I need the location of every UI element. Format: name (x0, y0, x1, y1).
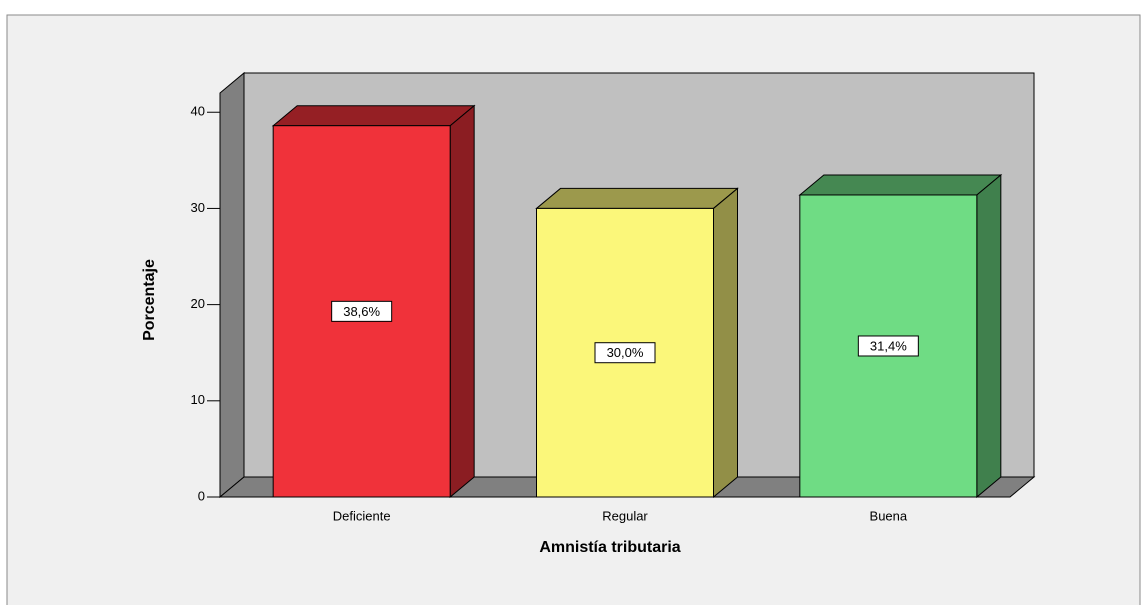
side-wall (219, 71, 245, 499)
bar-side (976, 173, 1002, 499)
value-label: 31,4% (870, 338, 907, 353)
value-label-box (857, 335, 919, 357)
x-tick-label: Buena (870, 508, 908, 523)
bar-side (449, 104, 475, 499)
y-tick-label: 40 (191, 104, 205, 119)
bar-top (798, 174, 1003, 196)
x-tick-label: Regular (602, 508, 648, 523)
bar-side (713, 187, 738, 499)
value-label-box (331, 300, 393, 322)
bar-top (271, 105, 476, 127)
value-label-box (594, 342, 656, 364)
value-label: 38,6% (343, 304, 380, 319)
y-tick-label: 30 (191, 200, 205, 215)
y-tick-label: 0 (198, 488, 205, 503)
x-tick-label: Deficiente (333, 508, 391, 523)
y-axis-title: Porcentaje (141, 259, 158, 341)
x-axis-title: Amnistía tributaria (539, 539, 680, 556)
y-tick-label: 10 (191, 392, 205, 407)
y-tick-label: 20 (191, 296, 205, 311)
value-label: 30,0% (607, 345, 644, 360)
bar-top (535, 187, 739, 209)
